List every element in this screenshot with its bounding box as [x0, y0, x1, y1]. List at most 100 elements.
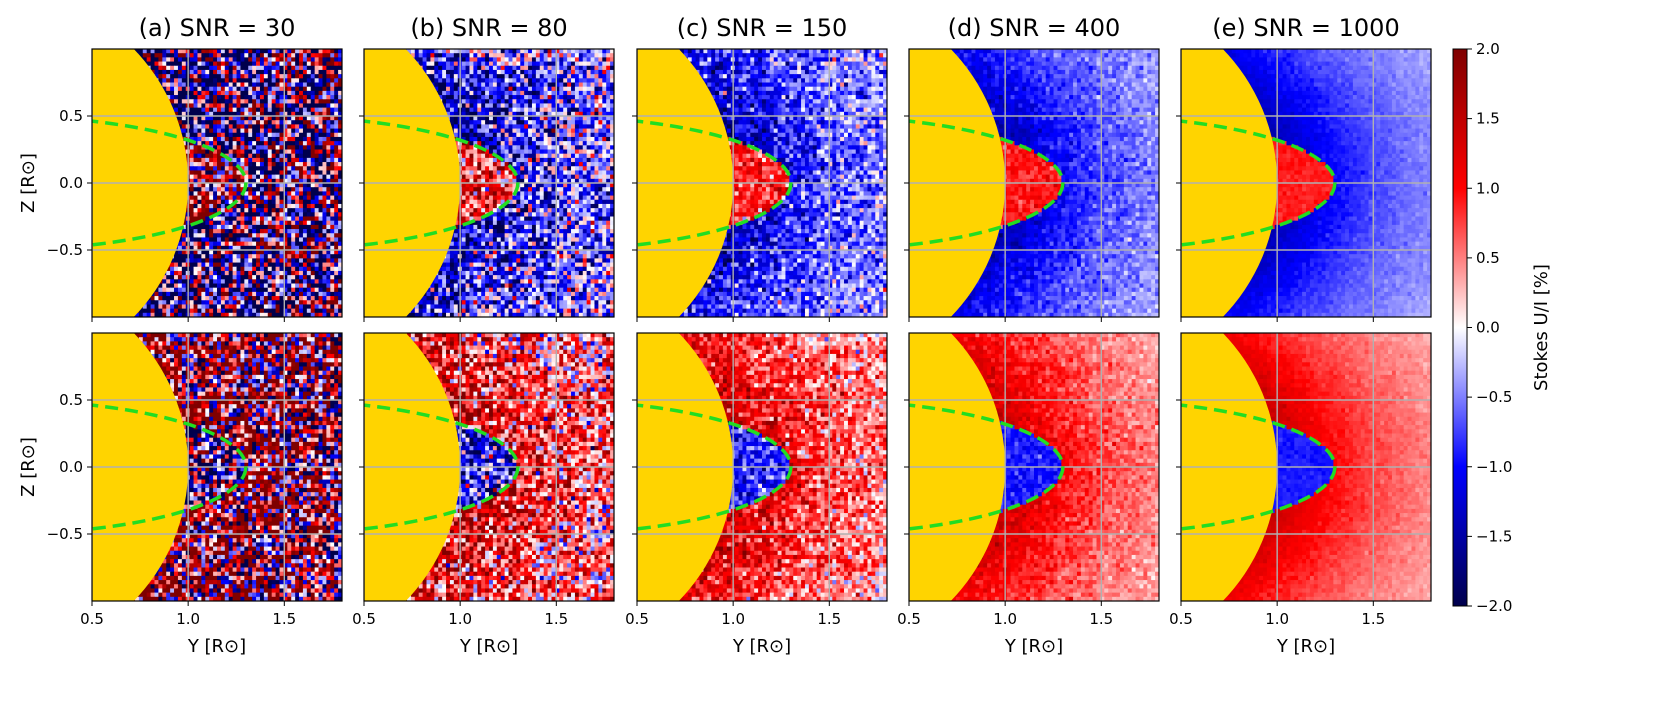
heatmap-cell	[330, 208, 335, 213]
heatmap-cell	[201, 124, 206, 129]
heatmap-cell	[271, 178, 276, 184]
heatmap-cell	[259, 237, 265, 243]
heatmap-cell	[291, 199, 296, 205]
heatmap-cell	[287, 337, 292, 342]
heatmap-cell	[240, 254, 245, 259]
heatmap-cell	[306, 90, 312, 96]
heatmap-cell	[318, 362, 323, 367]
heatmap-cell	[240, 145, 245, 150]
heatmap-cell	[267, 362, 273, 367]
heatmap-cell	[177, 308, 183, 314]
heatmap-cell	[162, 69, 167, 75]
heatmap-cell	[244, 220, 249, 226]
heatmap-cell	[334, 241, 339, 247]
heatmap-cell	[271, 107, 276, 113]
heatmap-cell	[197, 296, 202, 301]
heatmap-cell	[326, 353, 331, 359]
heatmap-cell	[271, 116, 276, 121]
heatmap-cell	[287, 86, 292, 92]
heatmap-cell	[271, 362, 276, 367]
heatmap-cell	[322, 379, 327, 384]
heatmap-cell	[287, 128, 292, 134]
heatmap-cell	[248, 74, 253, 79]
heatmap-cell	[228, 353, 234, 359]
heatmap-cell	[228, 183, 234, 188]
heatmap-cell	[283, 279, 288, 284]
heatmap-cell	[213, 65, 218, 71]
heatmap-cell	[244, 199, 249, 205]
heatmap-cell	[252, 116, 257, 121]
heatmap-cell	[259, 195, 265, 201]
heatmap-cell	[158, 358, 163, 363]
heatmap-cell	[162, 341, 167, 346]
heatmap-cell	[201, 345, 206, 351]
heatmap-cell	[177, 57, 183, 62]
heatmap-cell	[213, 374, 218, 380]
heatmap-cell	[193, 191, 198, 196]
heatmap-cell	[330, 275, 335, 280]
heatmap-cell	[279, 90, 284, 96]
heatmap-cell	[244, 107, 249, 113]
heatmap-cell	[232, 65, 237, 71]
heatmap-cell	[306, 312, 312, 317]
heatmap-cell	[306, 366, 312, 372]
heatmap-cell	[287, 283, 292, 289]
heatmap-cell	[232, 99, 237, 104]
heatmap-cell	[291, 258, 296, 263]
heatmap-cell	[213, 124, 218, 129]
heatmap-cell	[283, 166, 288, 171]
heatmap-cell	[295, 65, 300, 71]
heatmap-cell	[267, 287, 273, 293]
heatmap-cell	[271, 183, 276, 188]
heatmap-cell	[213, 279, 218, 284]
heatmap-cell	[275, 262, 280, 268]
heatmap-cell	[326, 275, 331, 280]
heatmap-cell	[275, 78, 280, 83]
heatmap-cell	[256, 279, 261, 284]
heatmap-cell	[205, 208, 210, 213]
heatmap-cell	[306, 245, 312, 251]
heatmap-cell	[154, 337, 159, 342]
heatmap-cell	[174, 90, 179, 96]
heatmap-cell	[310, 345, 316, 351]
heatmap-cell	[193, 95, 198, 100]
heatmap-cell	[318, 95, 323, 100]
heatmap-cell	[275, 174, 280, 180]
heatmap-cell	[338, 208, 342, 213]
heatmap-cell	[279, 212, 284, 217]
heatmap-cell	[170, 258, 175, 263]
heatmap-cell	[158, 296, 163, 301]
heatmap-cell	[205, 111, 210, 117]
heatmap-cell	[224, 145, 230, 150]
heatmap-cell	[189, 203, 194, 209]
heatmap-cell	[166, 291, 171, 297]
heatmap-cell	[224, 370, 230, 376]
heatmap-cell	[248, 366, 253, 372]
heatmap-cell	[283, 262, 288, 268]
heatmap-cell	[326, 178, 331, 184]
heatmap-cell	[213, 162, 218, 167]
heatmap-cell	[287, 82, 292, 88]
heatmap-cell	[220, 374, 226, 380]
heatmap-cell	[302, 262, 308, 268]
heatmap-cell	[302, 116, 308, 121]
heatmap-cell	[267, 61, 273, 67]
heatmap-cell	[287, 174, 292, 180]
heatmap-cell	[220, 296, 226, 301]
heatmap-cell	[291, 304, 296, 310]
heatmap-cell	[244, 262, 249, 268]
heatmap-cell	[338, 153, 342, 159]
heatmap-cell	[322, 266, 327, 272]
heatmap-cell	[318, 283, 323, 289]
heatmap-cell	[275, 90, 280, 96]
heatmap-cell	[306, 379, 312, 384]
heatmap-cell	[201, 65, 206, 71]
heatmap-cell	[209, 212, 214, 217]
heatmap-cell	[330, 296, 335, 301]
heatmap-cell	[228, 128, 234, 134]
heatmap-cell	[267, 275, 273, 280]
heatmap-cell	[166, 296, 171, 301]
heatmap-cell	[259, 383, 265, 388]
heatmap-cell	[263, 379, 269, 384]
heatmap-cell	[228, 212, 234, 217]
